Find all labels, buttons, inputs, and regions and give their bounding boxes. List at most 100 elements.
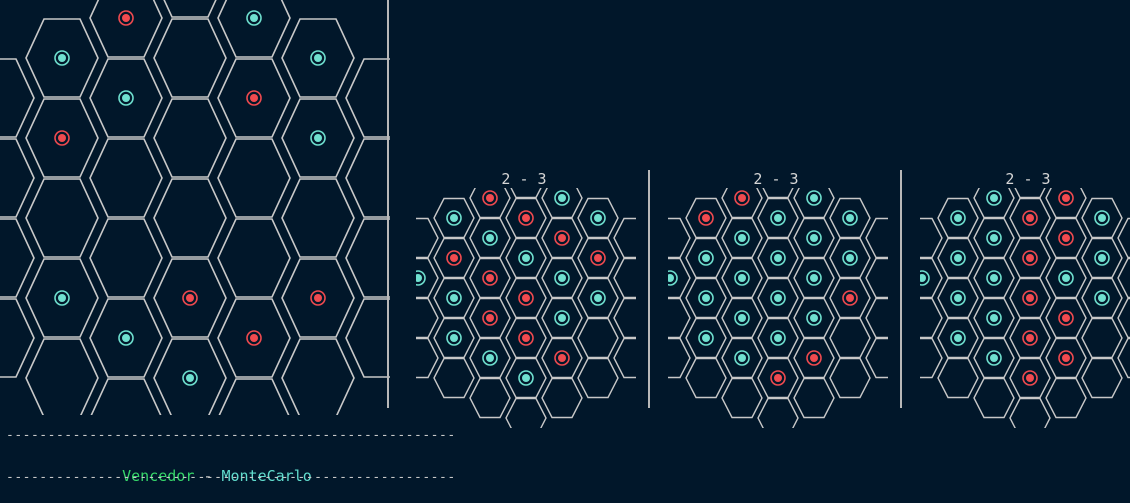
red-piece [1022,250,1038,266]
winner-label: Vencedor [122,467,195,485]
hex-cell [577,277,619,319]
hex-cell [1014,188,1046,199]
hex-cell [1045,297,1087,339]
hex-cell [433,317,475,359]
hex-cell [920,297,943,339]
small-board-1 [416,188,636,428]
hex-cell [345,58,390,138]
teal-piece [770,250,786,266]
teal-piece [554,270,570,286]
hex-cell [721,337,763,379]
hex-cell [577,197,619,239]
teal-piece [590,290,606,306]
hex-cell [973,188,1015,219]
hex-cell [937,357,979,399]
teal-piece [118,90,134,106]
hex-cell [920,257,943,299]
hex-cell [469,297,511,339]
hex-cell [757,357,799,399]
hex-cell [721,377,763,419]
hex-cell [757,237,799,279]
teal-piece [518,250,534,266]
hex-cell [1117,257,1130,299]
red-piece [1022,330,1038,346]
hex-cell [1081,277,1123,319]
hex-cell [433,237,475,279]
teal-piece [734,350,750,366]
teal-piece [182,370,198,386]
hex-cell [469,188,511,219]
hex-cell [613,297,636,339]
hex-cell [345,298,390,378]
hex-cell [0,218,35,298]
red-piece [118,10,134,26]
teal-piece [698,250,714,266]
teal-piece [446,330,462,346]
hex-cell [416,257,439,299]
hex-cell [757,277,799,319]
board-separator [387,0,389,408]
hex-cell [865,297,888,339]
hex-cell [510,188,542,199]
red-piece [1058,190,1074,206]
hex-cell [721,188,763,219]
hex-cell [345,138,390,218]
red-piece [770,370,786,386]
hex-cell [865,217,888,259]
hex-cell [541,217,583,259]
teal-piece [734,270,750,286]
teal-piece [770,210,786,226]
hex-cell [163,0,217,18]
red-piece [446,250,462,266]
hex-cell [153,258,227,338]
teal-piece [416,270,426,286]
hex-cell [937,197,979,239]
hex-cell [1117,217,1130,259]
score-board-2: 2 - 3 [753,170,799,188]
hex-cell [937,317,979,359]
hex-cell [433,357,475,399]
teal-piece [310,50,326,66]
hex-cell [793,297,835,339]
hex-cell [433,277,475,319]
hex-cell [721,297,763,339]
hex-cell [937,277,979,319]
hex-cell [793,257,835,299]
footer-divider-top: ----------------------------------------… [6,428,456,443]
hex-cell [793,217,835,259]
red-piece [554,230,570,246]
teal-piece [806,230,822,246]
red-piece [518,290,534,306]
hex-cell [1081,317,1123,359]
hex-cell [973,337,1015,379]
hex-cell [433,197,475,239]
teal-piece [950,250,966,266]
hex-cell [1009,397,1051,428]
hex-cell [937,237,979,279]
hex-cell [1009,277,1051,319]
hex-cell [89,58,163,138]
hex-cell [757,197,799,239]
hex-cell [416,337,439,379]
hex-cell [577,237,619,279]
footer-divider-bottom: ----------------------------------------… [6,470,456,485]
main-board [0,0,390,415]
red-piece [246,330,262,346]
red-piece [482,270,498,286]
hex-cell [217,0,291,58]
hex-cell [1009,197,1051,239]
teal-piece [806,270,822,286]
hex-cell [829,197,871,239]
teal-piece [806,310,822,326]
red-piece [590,250,606,266]
hex-cell [829,317,871,359]
hex-cell [416,297,439,339]
teal-piece [950,290,966,306]
hex-cell [505,197,547,239]
hex-cell [25,18,99,98]
hex-cell [721,217,763,259]
teal-piece [734,310,750,326]
teal-piece [698,330,714,346]
hex-cell [973,297,1015,339]
teal-piece [986,190,1002,206]
